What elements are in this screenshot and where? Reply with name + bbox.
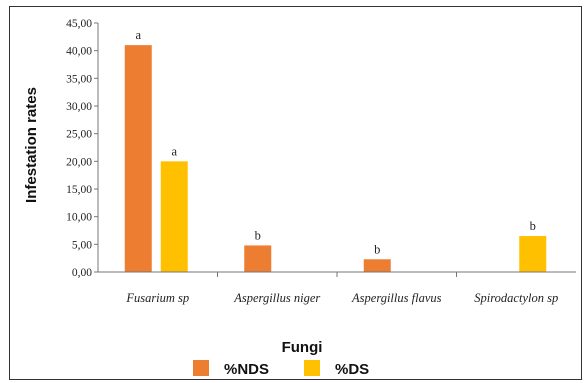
bar-nds	[124, 45, 152, 273]
significance-label: b	[530, 219, 536, 233]
category-label: Aspergillus flavus	[351, 291, 442, 305]
x-axis-label: Fungi	[282, 339, 323, 356]
significance-label: a	[135, 28, 141, 42]
legend-swatch	[304, 360, 320, 376]
legend: %NDS %DS	[193, 360, 369, 378]
y-tick-label: 35,00	[66, 73, 92, 85]
y-tick-label: 40,00	[66, 46, 92, 58]
bar-ds	[160, 161, 188, 272]
legend-label: %NDS	[224, 361, 269, 378]
bar-nds	[363, 259, 391, 272]
y-tick-label: 45,00	[66, 18, 92, 30]
category-label: Spirodactylon sp	[474, 291, 558, 305]
bar-nds	[244, 245, 272, 272]
category-labels: Fusarium sp Aspergillus niger Aspergillus …	[125, 272, 558, 305]
y-axis-ticks: 0,00 5,00 10,00 15,00 20,00 25,00 30,00 35,00 40…	[66, 18, 98, 279]
chart-frame: 0,00 5,00 10,00 15,00 20,00 25,00 30,00 35,00 40…	[9, 6, 582, 380]
significance-labels: a a b b b	[135, 28, 535, 256]
y-tick-label: 5,00	[72, 239, 92, 251]
bars	[124, 45, 547, 273]
y-tick-label: 0,00	[72, 267, 92, 279]
significance-label: a	[171, 144, 177, 158]
y-axis-label: Infestation rates	[23, 87, 40, 203]
bar-chart: 0,00 5,00 10,00 15,00 20,00 25,00 30,00 35,00 40…	[23, 18, 576, 378]
legend-swatch	[193, 360, 209, 376]
category-label: Fusarium sp	[125, 291, 189, 305]
significance-label: b	[374, 242, 380, 256]
significance-label: b	[255, 228, 261, 242]
bar-ds	[519, 236, 547, 272]
category-label: Aspergillus niger	[233, 291, 320, 305]
y-tick-label: 25,00	[66, 129, 92, 141]
y-tick-label: 10,00	[66, 212, 92, 224]
y-tick-label: 20,00	[66, 156, 92, 168]
y-tick-label: 15,00	[66, 184, 92, 196]
legend-label: %DS	[335, 361, 369, 378]
y-tick-label: 30,00	[66, 101, 92, 113]
